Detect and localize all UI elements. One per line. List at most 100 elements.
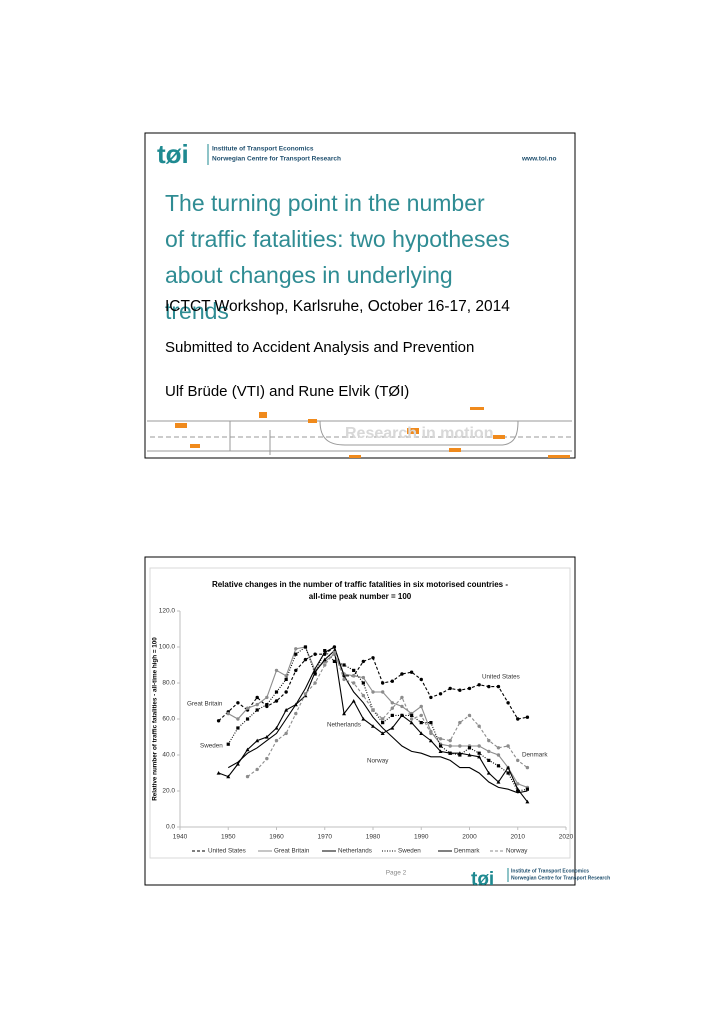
marker: [361, 693, 366, 698]
marker: [390, 701, 394, 705]
marker: [400, 672, 404, 676]
marker: [390, 706, 394, 710]
marker: [274, 699, 279, 703]
marker: [487, 758, 491, 762]
y-tick-label: 80.0: [162, 680, 175, 687]
marker: [438, 744, 443, 748]
marker: [361, 717, 366, 721]
marker: [409, 717, 414, 721]
series-label: Denmark: [522, 752, 548, 759]
page-number: Page 2: [386, 870, 407, 877]
marker: [265, 756, 269, 761]
marker: [284, 677, 288, 681]
series-label: United States: [482, 674, 520, 681]
marker: [342, 711, 347, 716]
marker: [294, 668, 298, 673]
y-tick-label: 0.0: [166, 824, 175, 831]
marker: [284, 690, 288, 694]
marker: [429, 721, 433, 725]
marker: [255, 708, 259, 712]
marker: [371, 690, 375, 694]
marker: [458, 753, 462, 757]
logo-line: Norwegian Centre for Transport Research: [511, 875, 610, 881]
marker: [284, 731, 288, 736]
marker: [496, 764, 501, 768]
text-line: Submitted to Accident Analysis and Preve…: [165, 339, 474, 356]
marker: [390, 713, 394, 717]
marker: [458, 688, 462, 692]
marker: [467, 713, 472, 718]
marker: [255, 767, 259, 772]
logo: tøi: [471, 869, 494, 890]
marker: [303, 645, 308, 649]
marker: [274, 690, 279, 694]
marker: [342, 677, 346, 682]
y-tick-label: 120.0: [159, 608, 176, 615]
slide-title: The turning point in the number of traffi…: [165, 190, 510, 324]
x-tick-label: 2010: [511, 834, 526, 841]
marker: [352, 668, 356, 672]
marker: [487, 749, 491, 754]
marker: [313, 670, 318, 674]
marker: [429, 731, 433, 736]
marker: [516, 717, 520, 721]
slide-frame: [144, 132, 576, 459]
legend-label: Netherlands: [338, 848, 372, 855]
x-tick-label: 1990: [414, 834, 429, 841]
marker: [496, 684, 501, 689]
marker: [419, 731, 424, 735]
marker: [226, 774, 231, 779]
marker: [294, 647, 298, 651]
marker: [390, 726, 395, 730]
marker: [303, 692, 308, 696]
marker: [438, 737, 443, 741]
marker: [380, 731, 385, 735]
marker: [255, 702, 259, 707]
marker: [525, 787, 529, 791]
y-tick-label: 100.0: [159, 644, 176, 651]
series-line: [227, 646, 528, 794]
marker: [496, 753, 501, 757]
marker: [361, 681, 365, 685]
marker: [409, 720, 414, 725]
marker: [400, 695, 404, 700]
marker: [284, 708, 289, 712]
marker: [419, 677, 423, 682]
marker: [274, 668, 279, 673]
marker: [332, 650, 337, 655]
marker: [487, 738, 491, 743]
marker: [226, 742, 230, 746]
marker: [486, 771, 491, 775]
marker: [457, 751, 462, 755]
marker: [409, 670, 414, 674]
logo-line: Institute of Transport Economics: [511, 868, 589, 874]
marker: [506, 701, 510, 705]
text-line: Ulf Brüde (VTI) and Rune Elvik (TØI): [165, 383, 409, 400]
slide-frame: [144, 556, 576, 886]
marker: [458, 720, 462, 725]
legend-label: Sweden: [398, 848, 421, 855]
series-label: Sweden: [200, 743, 223, 750]
chart-title: Relative changes in the number of traffi…: [212, 580, 508, 589]
marker: [516, 758, 520, 763]
marker: [293, 702, 298, 707]
marker: [313, 652, 317, 656]
marker: [274, 738, 279, 743]
marker: [226, 711, 230, 716]
marker: [438, 749, 443, 753]
marker: [235, 762, 240, 766]
legend-label: United States: [208, 848, 246, 855]
x-tick-label: 1960: [269, 834, 284, 841]
marker: [265, 695, 269, 700]
marker: [525, 799, 530, 804]
marker: [371, 708, 375, 712]
marker: [255, 695, 259, 700]
marker: [245, 774, 250, 779]
marker: [525, 715, 530, 719]
marker: [303, 657, 308, 662]
marker: [342, 663, 346, 667]
marker: [477, 724, 481, 728]
marker: [428, 738, 433, 743]
marker: [294, 711, 298, 716]
